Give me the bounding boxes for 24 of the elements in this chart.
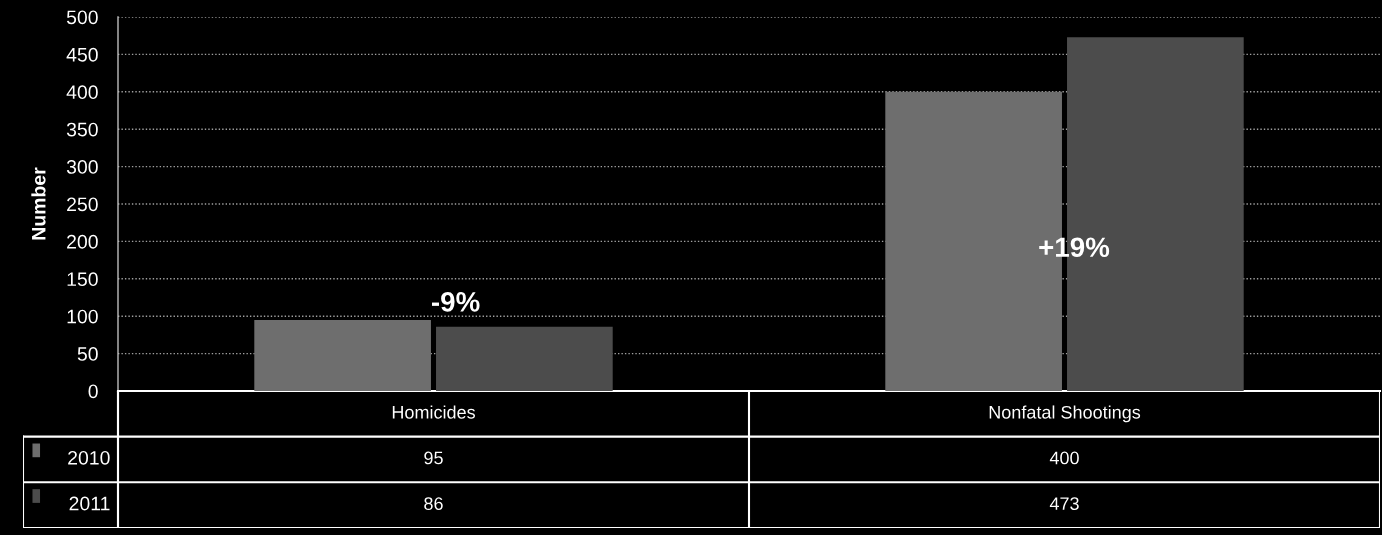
y-tick-label: 500 xyxy=(66,10,98,25)
x-tick-label: Homicides xyxy=(392,405,475,419)
y-tick-label: 0 xyxy=(88,384,98,399)
y-tick-label: 300 xyxy=(66,160,98,174)
y-tick-label: 450 xyxy=(66,47,98,62)
y-tick-label: 150 xyxy=(67,272,98,287)
data-label: 95 xyxy=(424,451,443,465)
data-label: 400 xyxy=(1049,451,1079,465)
bar xyxy=(254,319,431,391)
y-tick-label: 100 xyxy=(67,309,98,324)
annotation: +19% xyxy=(1039,237,1110,258)
data-label: 86 xyxy=(424,497,443,511)
legend-label: 2010 xyxy=(68,450,110,465)
y-tick-label: 400 xyxy=(66,85,98,100)
legend-label: 2011 xyxy=(69,496,110,511)
y-tick-label: 50 xyxy=(77,347,98,361)
annotation: -9% xyxy=(431,292,480,312)
x-tick-label: Nonfatal Shootings xyxy=(989,405,1141,423)
y-tick-label: 200 xyxy=(67,234,98,249)
y-axis-title: Number xyxy=(31,167,46,240)
y-tick-label: 250 xyxy=(67,197,98,212)
y-tick-label: 350 xyxy=(66,122,98,137)
data-label: 473 xyxy=(1049,497,1079,511)
bar xyxy=(436,326,613,391)
